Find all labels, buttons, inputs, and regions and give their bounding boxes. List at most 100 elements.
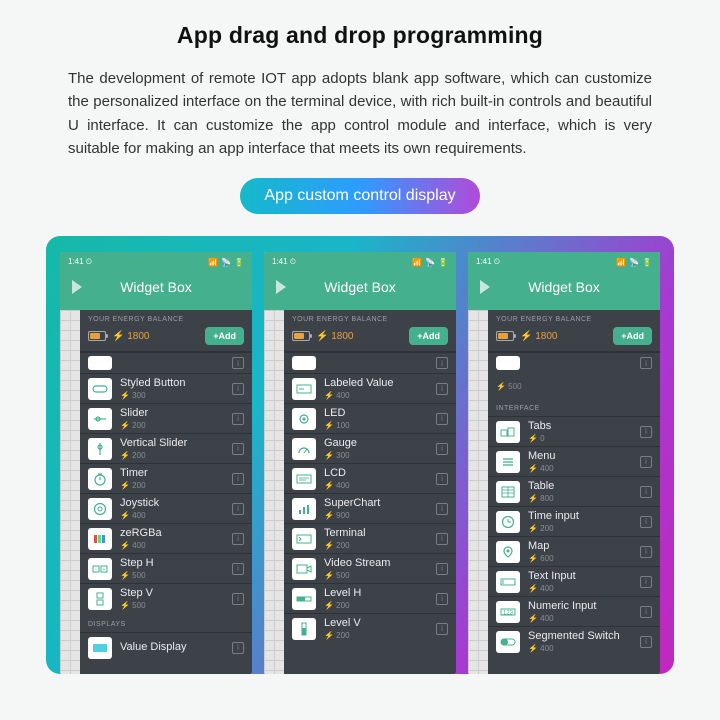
info-icon[interactable]: i	[232, 642, 244, 654]
table-icon	[496, 481, 520, 503]
widget-name: LED	[324, 407, 436, 419]
widget-item-segment[interactable]: Segmented Switch ⚡ 400 i	[488, 626, 660, 656]
widget-item-value[interactable]: Value Display i	[80, 632, 252, 662]
info-icon[interactable]: i	[640, 636, 652, 648]
play-icon[interactable]	[72, 280, 82, 294]
widget-item-textinput[interactable]: Text Input ⚡ 400 i	[488, 566, 660, 596]
widget-name: Labeled Value	[324, 377, 436, 389]
info-icon[interactable]: i	[436, 623, 448, 635]
info-icon[interactable]: i	[232, 357, 244, 369]
widget-item-map[interactable]: Map ⚡ 600 i	[488, 536, 660, 566]
widget-cost: ⚡ 400	[528, 644, 640, 653]
info-icon[interactable]: i	[640, 456, 652, 468]
add-button[interactable]: +Add	[613, 327, 652, 345]
widget-cost: ⚡ 900	[324, 511, 436, 520]
menu-icon	[496, 451, 520, 473]
info-icon[interactable]: i	[232, 503, 244, 515]
svg-text:123: 123	[503, 610, 514, 616]
info-icon[interactable]: i	[436, 563, 448, 575]
grid-background	[468, 310, 488, 674]
widget-cost: ⚡ 100	[324, 421, 436, 430]
info-icon[interactable]: i	[436, 593, 448, 605]
info-icon[interactable]: i	[640, 576, 652, 588]
widget-item-timeinput[interactable]: Time input ⚡ 200 i	[488, 506, 660, 536]
widget-item-chart[interactable]: SuperChart ⚡ 900 i	[284, 493, 456, 523]
widget-item-terminal[interactable]: Terminal ⚡ 200 i	[284, 523, 456, 553]
widget-item-video[interactable]: Video Stream ⚡ 500 i	[284, 553, 456, 583]
widget-item-menu[interactable]: Menu ⚡ 400 i	[488, 446, 660, 476]
info-icon[interactable]: i	[436, 503, 448, 515]
play-icon[interactable]	[480, 280, 490, 294]
info-icon[interactable]: i	[640, 486, 652, 498]
info-icon[interactable]: i	[436, 383, 448, 395]
led-icon	[292, 408, 316, 430]
add-button[interactable]: +Add	[409, 327, 448, 345]
widget-cost: ⚡ 200	[324, 541, 436, 550]
info-icon[interactable]: i	[640, 357, 652, 369]
widget-item-partial[interactable]: i	[284, 352, 456, 373]
widget-item-stepv[interactable]: Step V ⚡ 500 i	[80, 583, 252, 613]
widget-item-partial[interactable]: i	[488, 352, 660, 373]
widget-cost: ⚡ 0	[528, 434, 640, 443]
info-icon[interactable]: i	[232, 593, 244, 605]
info-icon[interactable]: i	[232, 383, 244, 395]
widget-cost: ⚡ 400	[528, 584, 640, 593]
info-icon[interactable]: i	[640, 516, 652, 528]
widget-panel: YOUR ENERGY BALANCE ⚡ 1800 +Add i Styled…	[80, 310, 252, 674]
widget-item-zergba[interactable]: zeRGBa ⚡ 400 i	[80, 523, 252, 553]
chart-icon	[292, 498, 316, 520]
status-time: 1:41 ⏲	[68, 257, 92, 267]
info-icon[interactable]: i	[640, 546, 652, 558]
info-icon[interactable]: i	[232, 443, 244, 455]
levelh-icon	[292, 588, 316, 610]
widget-item-numeric[interactable]: 123 Numeric Input ⚡ 400 i	[488, 596, 660, 626]
widget-item-joystick[interactable]: Joystick ⚡ 400 i	[80, 493, 252, 523]
grid-background	[60, 310, 80, 674]
widget-name: Step V	[120, 587, 232, 599]
widget-name: Styled Button	[120, 377, 232, 389]
widget-item-levelh[interactable]: Level H ⚡ 200 i	[284, 583, 456, 613]
labeled-icon	[292, 378, 316, 400]
widget-item-lcd[interactable]: LCD ⚡ 400 i	[284, 463, 456, 493]
widget-item-led[interactable]: LED ⚡ 100 i	[284, 403, 456, 433]
widget-cost: ⚡ 400	[324, 481, 436, 490]
video-icon	[292, 558, 316, 580]
widget-item-styled-button[interactable]: Styled Button ⚡ 300 i	[80, 373, 252, 403]
widget-cost: ⚡ 200	[528, 524, 640, 533]
balance-value: ⚡ 1800	[112, 331, 149, 342]
widget-item-tabs[interactable]: Tabs ⚡ 0 i	[488, 416, 660, 446]
widget-name: Joystick	[120, 497, 232, 509]
widget-item-table[interactable]: Table ⚡ 800 i	[488, 476, 660, 506]
widget-item-slider[interactable]: Slider ⚡ 200 i	[80, 403, 252, 433]
battery-icon	[496, 331, 514, 341]
widget-item-partial[interactable]: i	[80, 352, 252, 373]
phone-header: 1:41 ⏲ 📶📡🔋 Widget Box	[60, 252, 252, 310]
info-icon[interactable]: i	[232, 563, 244, 575]
add-button[interactable]: +Add	[205, 327, 244, 345]
phone-screenshot-2: 1:41 ⏲ 📶📡🔋 Widget Box YOUR ENERGY BALANC…	[264, 252, 456, 674]
widget-item-labeled[interactable]: Labeled Value ⚡ 400 i	[284, 373, 456, 403]
status-time: 1:41 ⏲	[272, 257, 296, 267]
balance-label: YOUR ENERGY BALANCE	[292, 316, 448, 323]
widget-name: Terminal	[324, 527, 436, 539]
info-icon[interactable]: i	[232, 413, 244, 425]
widget-item-levelv[interactable]: Level V ⚡ 200 i	[284, 613, 456, 643]
info-icon[interactable]: i	[232, 533, 244, 545]
widget-item-timer[interactable]: Timer ⚡ 200 i	[80, 463, 252, 493]
widget-name: Video Stream	[324, 557, 436, 569]
info-icon[interactable]: i	[436, 473, 448, 485]
widget-item-steph[interactable]: -+ Step H ⚡ 500 i	[80, 553, 252, 583]
info-icon[interactable]: i	[436, 533, 448, 545]
widget-icon	[88, 356, 112, 370]
info-icon[interactable]: i	[436, 443, 448, 455]
info-icon[interactable]: i	[436, 357, 448, 369]
widget-cost: ⚡ 400	[120, 541, 232, 550]
widget-item-vslider[interactable]: Vertical Slider ⚡ 200 i	[80, 433, 252, 463]
info-icon[interactable]: i	[232, 473, 244, 485]
balance-section: YOUR ENERGY BALANCE ⚡ 1800 +Add	[488, 310, 660, 352]
widget-item-gauge[interactable]: Gauge ⚡ 300 i	[284, 433, 456, 463]
info-icon[interactable]: i	[640, 606, 652, 618]
info-icon[interactable]: i	[436, 413, 448, 425]
play-icon[interactable]	[276, 280, 286, 294]
info-icon[interactable]: i	[640, 426, 652, 438]
